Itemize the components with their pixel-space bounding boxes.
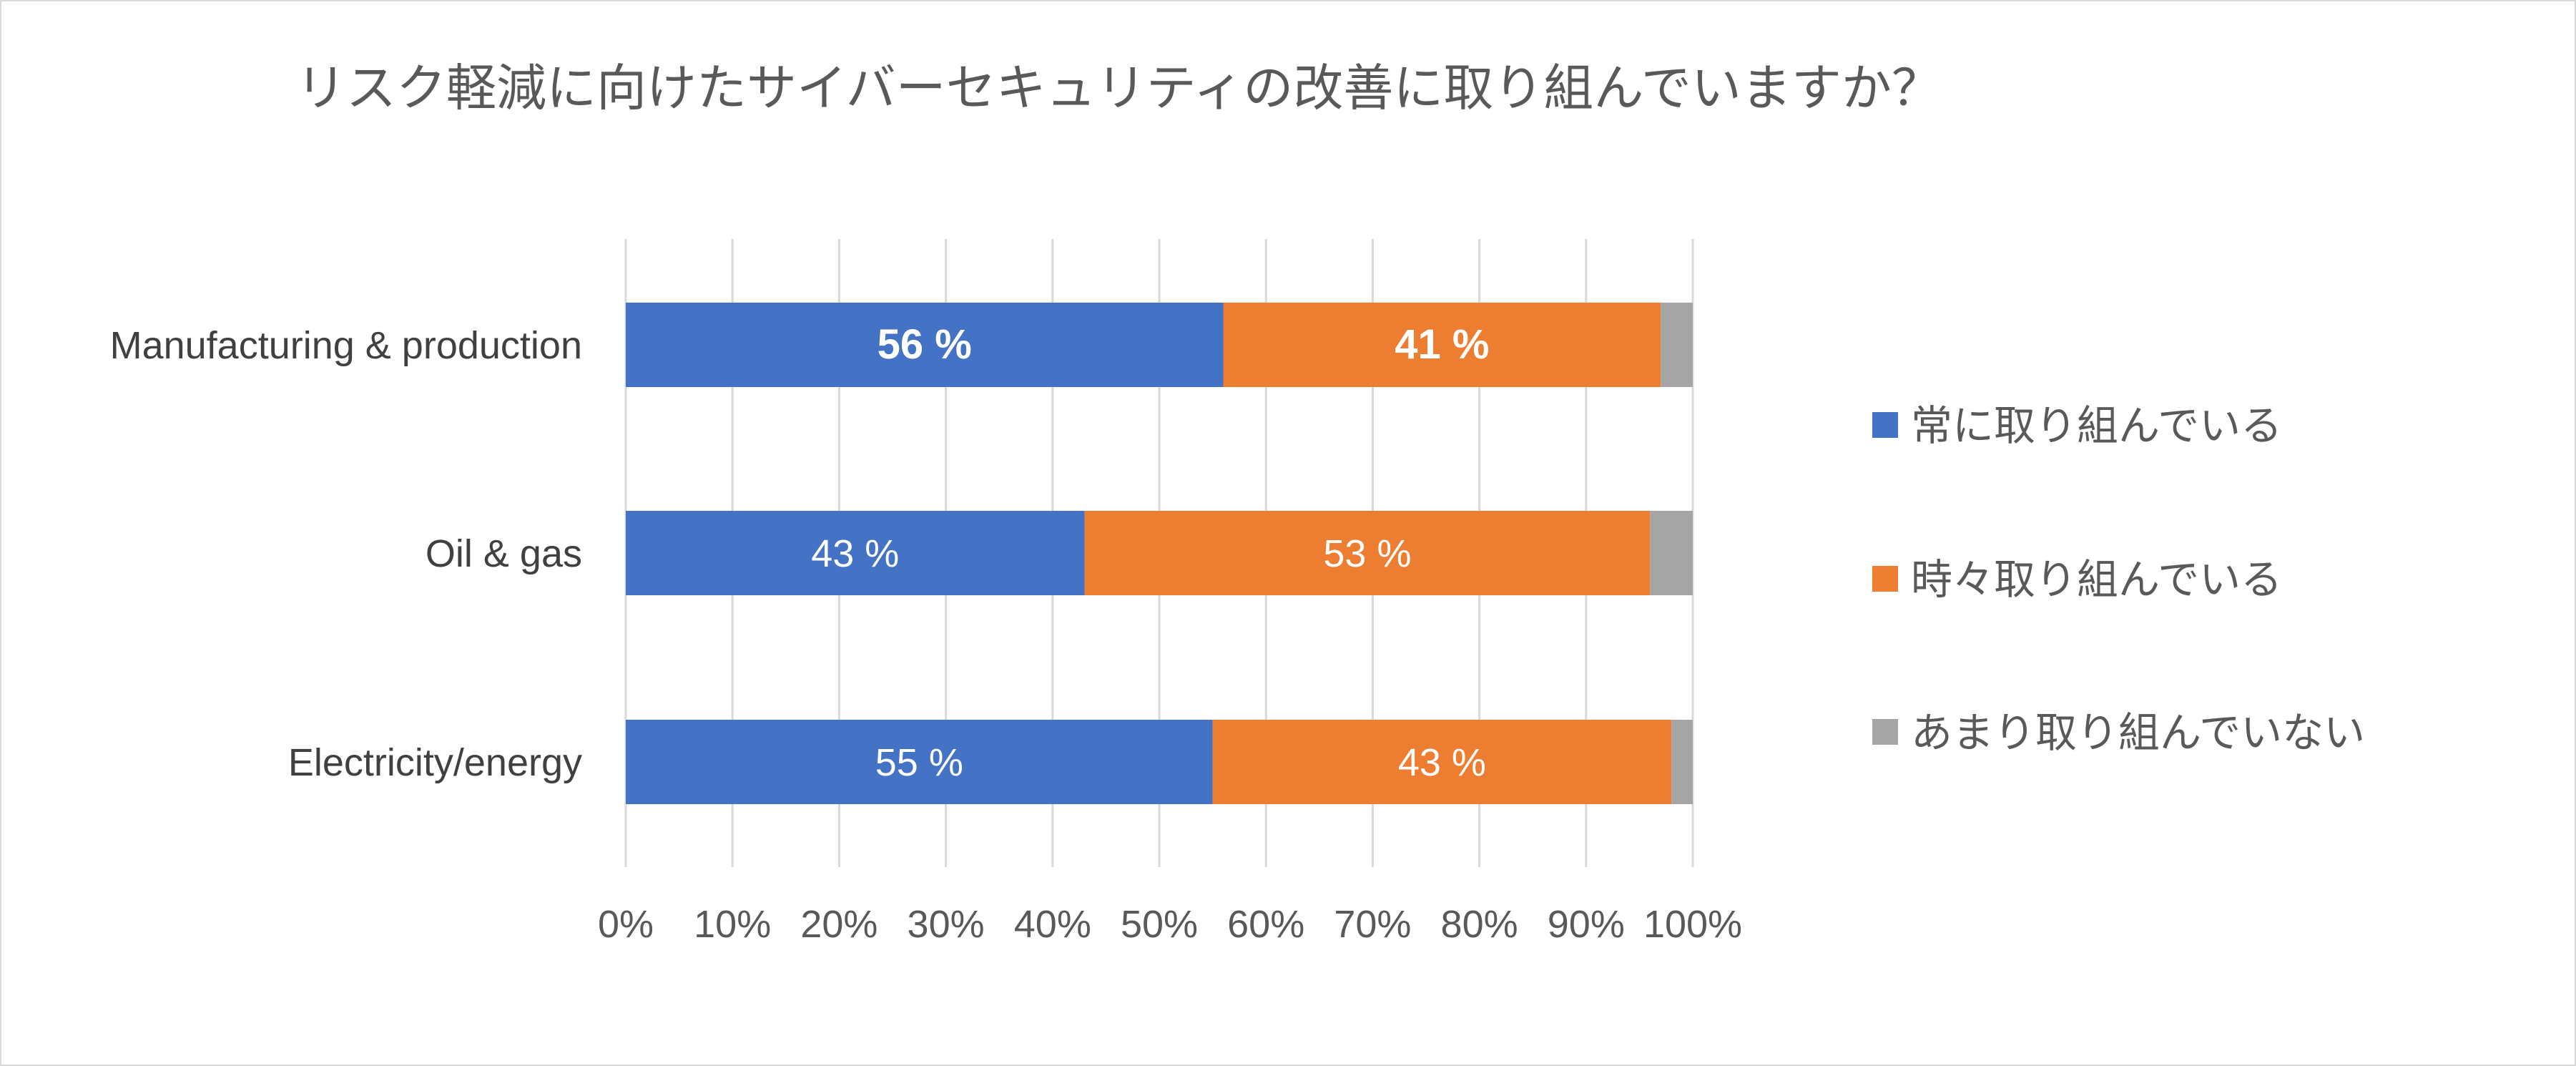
bar-segment xyxy=(1212,720,1672,804)
data-label: 41 % xyxy=(1395,321,1489,368)
category-labels: Manufacturing & production Oil & gas Elect… xyxy=(110,324,582,784)
x-tick-label: 0% xyxy=(598,903,654,946)
bar-segment xyxy=(626,511,1085,595)
category-label: Oil & gas xyxy=(426,532,582,575)
x-tick-label: 30% xyxy=(908,903,985,946)
legend-label: 時々取り組んでいる xyxy=(1911,555,2282,604)
bars: 56 % 41 % 43 % 53 % 55 % 43 % xyxy=(626,303,1693,804)
x-tick-label: 70% xyxy=(1334,903,1411,946)
category-label: Manufacturing & production xyxy=(110,324,582,367)
x-tick-label: 20% xyxy=(800,903,877,946)
legend-swatch xyxy=(1872,412,1898,438)
x-tick-label: 90% xyxy=(1548,903,1625,946)
chart-title: リスク軽減に向けたサイバーセキュリティの改善に取り組んでいますか？ xyxy=(296,59,1942,117)
bar-segment xyxy=(626,720,1213,804)
x-tick-label: 10% xyxy=(694,903,771,946)
bar-segment xyxy=(1661,303,1693,387)
legend-swatch xyxy=(1872,719,1898,745)
x-tick-label: 50% xyxy=(1121,903,1198,946)
x-tick-label: 40% xyxy=(1014,903,1091,946)
bar-segment xyxy=(626,303,1224,387)
data-label: 56 % xyxy=(877,321,972,368)
data-label: 55 % xyxy=(875,741,963,784)
bar-segment xyxy=(1223,303,1661,387)
bar-segment xyxy=(1084,511,1651,595)
data-label: 53 % xyxy=(1323,532,1411,575)
category-label: Electricity/energy xyxy=(288,741,582,784)
data-label: 43 % xyxy=(811,532,899,575)
data-label: 43 % xyxy=(1398,741,1486,784)
x-tick-label: 60% xyxy=(1227,903,1304,946)
x-tick-label: 100% xyxy=(1643,903,1742,946)
x-axis-tick-labels: 0% 10% 20% 30% 40% 50% 60% 70% 80% 90% 100% xyxy=(598,903,1742,946)
legend-label: あまり取り組んでいない xyxy=(1911,708,2365,757)
legend-swatch xyxy=(1872,566,1898,592)
legend-label: 常に取り組んでいる xyxy=(1911,401,2282,450)
x-tick-label: 80% xyxy=(1441,903,1518,946)
bar-segment xyxy=(1650,511,1693,595)
bar-segment xyxy=(1671,720,1693,804)
